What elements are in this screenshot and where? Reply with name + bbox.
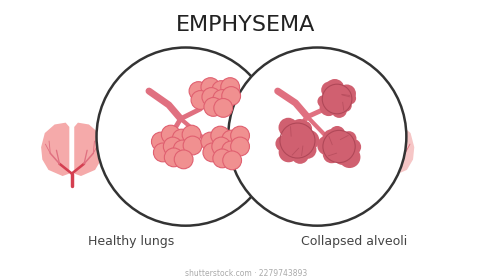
Circle shape — [281, 124, 314, 157]
Text: EMPHYSEMA: EMPHYSEMA — [176, 15, 316, 35]
Circle shape — [201, 132, 220, 151]
Circle shape — [182, 125, 201, 144]
Circle shape — [278, 118, 298, 137]
Circle shape — [323, 146, 340, 163]
Text: shutterstock.com · 2279743893: shutterstock.com · 2279743893 — [185, 269, 307, 278]
Circle shape — [323, 85, 351, 113]
Circle shape — [339, 99, 352, 112]
Circle shape — [329, 126, 345, 142]
Circle shape — [174, 150, 193, 169]
Circle shape — [321, 81, 338, 99]
Circle shape — [183, 136, 202, 155]
Circle shape — [317, 95, 330, 108]
Circle shape — [345, 139, 361, 155]
Text: Healthy lungs: Healthy lungs — [88, 235, 174, 248]
Circle shape — [189, 82, 208, 101]
Circle shape — [320, 98, 338, 116]
Circle shape — [341, 131, 357, 146]
Circle shape — [221, 78, 240, 97]
Circle shape — [212, 137, 231, 156]
Circle shape — [201, 78, 220, 97]
Circle shape — [163, 137, 182, 156]
Circle shape — [291, 146, 309, 164]
Circle shape — [212, 81, 231, 99]
Circle shape — [344, 92, 356, 104]
Circle shape — [231, 137, 249, 156]
Circle shape — [154, 143, 172, 162]
Circle shape — [172, 129, 191, 148]
Circle shape — [173, 140, 192, 159]
Circle shape — [299, 141, 316, 159]
Circle shape — [204, 97, 223, 116]
Circle shape — [213, 149, 232, 168]
Circle shape — [297, 121, 312, 136]
Circle shape — [191, 90, 210, 109]
Circle shape — [231, 126, 249, 145]
Circle shape — [223, 151, 242, 170]
Polygon shape — [386, 123, 414, 176]
Circle shape — [290, 119, 310, 139]
Circle shape — [338, 85, 356, 103]
Circle shape — [276, 136, 292, 152]
Circle shape — [323, 129, 341, 148]
Circle shape — [222, 130, 241, 149]
Circle shape — [317, 136, 337, 155]
Polygon shape — [41, 123, 69, 176]
Circle shape — [324, 131, 355, 162]
Circle shape — [325, 79, 344, 98]
Circle shape — [211, 126, 230, 145]
Circle shape — [164, 148, 183, 167]
Circle shape — [96, 48, 275, 226]
Circle shape — [335, 151, 348, 165]
Circle shape — [202, 88, 221, 106]
Circle shape — [203, 143, 222, 162]
Circle shape — [278, 143, 299, 162]
Polygon shape — [74, 123, 102, 176]
Circle shape — [222, 87, 241, 105]
Circle shape — [338, 146, 361, 168]
Circle shape — [152, 132, 170, 151]
Circle shape — [161, 125, 180, 144]
Circle shape — [228, 48, 406, 226]
Circle shape — [222, 141, 241, 160]
Circle shape — [214, 99, 233, 117]
Circle shape — [213, 90, 232, 108]
Text: Collapsed alveoli: Collapsed alveoli — [301, 235, 407, 248]
Circle shape — [299, 130, 319, 150]
Circle shape — [331, 102, 347, 118]
Polygon shape — [353, 123, 381, 176]
